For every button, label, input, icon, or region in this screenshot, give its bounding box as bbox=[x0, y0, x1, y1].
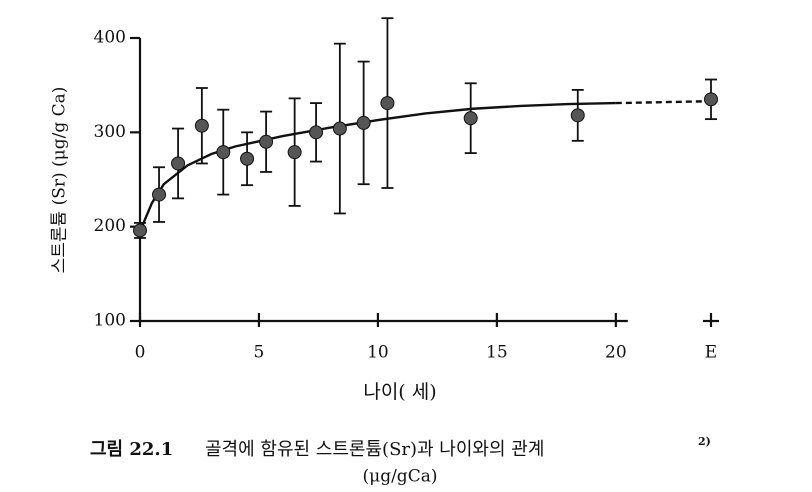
y-tick-label: 300 bbox=[94, 122, 126, 142]
x-tick-label: 20 bbox=[605, 343, 627, 363]
data-point bbox=[570, 108, 585, 123]
data-point bbox=[463, 111, 478, 126]
title-note: 2) bbox=[698, 435, 711, 448]
data-point bbox=[309, 125, 324, 140]
y-axis-label: 스트론튬 (Sr) (μg/g Ca) bbox=[50, 87, 70, 274]
x-tick-label: 0 bbox=[135, 343, 146, 363]
chart-title: 골격에 함유된 스트론튬(Sr)과 나이와의 관계 bbox=[205, 439, 544, 460]
fit-line bbox=[615, 100, 712, 105]
data-point bbox=[704, 92, 718, 107]
x-tick-label: E bbox=[705, 343, 717, 363]
data-point bbox=[152, 187, 167, 202]
data-point bbox=[133, 223, 147, 238]
y-tick-label: 200 bbox=[94, 216, 126, 236]
y-tick-label: 100 bbox=[94, 311, 126, 331]
data-point bbox=[259, 134, 274, 149]
data-point bbox=[287, 145, 302, 160]
data-point bbox=[194, 118, 209, 133]
data-point bbox=[216, 145, 231, 160]
data-point bbox=[171, 156, 186, 171]
x-axis-label: 나이( 세) bbox=[363, 381, 436, 403]
x-tick-label: 10 bbox=[367, 343, 389, 363]
data-point bbox=[332, 121, 347, 136]
data-point bbox=[380, 96, 395, 111]
x-tick-label: 15 bbox=[486, 343, 508, 363]
data-point bbox=[240, 151, 255, 166]
x-tick-label: 5 bbox=[254, 343, 265, 363]
fit-line bbox=[138, 101, 616, 232]
data-point bbox=[356, 115, 371, 130]
chart-subtitle: (μg/gCa) bbox=[363, 467, 438, 487]
y-tick-label: 400 bbox=[94, 28, 126, 48]
figure-label: 그림 22.1 bbox=[90, 439, 173, 460]
